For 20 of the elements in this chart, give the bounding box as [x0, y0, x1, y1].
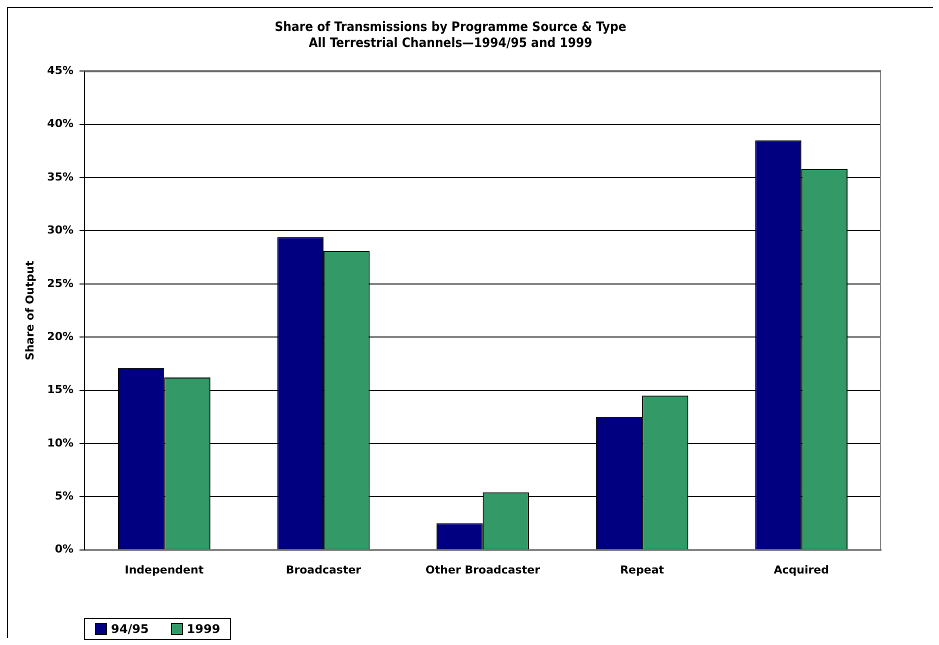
y-axis-title: Share of Output [23, 260, 36, 360]
x-tick-label: Repeat [620, 563, 664, 576]
y-tick-label: 5% [54, 489, 74, 502]
y-tick-label: 40% [47, 117, 74, 130]
legend-label: 94/95 [111, 622, 149, 636]
y-tick-label: 0% [54, 542, 74, 556]
x-tick-label: Independent [124, 563, 204, 576]
y-tick-label: 20% [47, 330, 74, 343]
chart-title: Share of Transmissions by Programme Source & Type [274, 20, 626, 36]
x-tick-label: Broadcaster [286, 563, 362, 576]
chart-subtitle: All Terrestrial Channels—1994/95 and 1999 [308, 36, 592, 51]
y-tick-label: 25% [47, 276, 74, 290]
x-tick-label: Other Broadcaster [426, 563, 541, 576]
y-tick-label: 10% [47, 436, 74, 450]
x-tick-label: Acquired [774, 563, 829, 576]
legend-label: 1999 [186, 622, 220, 636]
y-tick-label: 35% [47, 170, 74, 184]
y-tick-label: 30% [47, 224, 74, 237]
y-tick-label: 45% [47, 64, 74, 78]
y-tick-label: 15% [47, 383, 74, 396]
